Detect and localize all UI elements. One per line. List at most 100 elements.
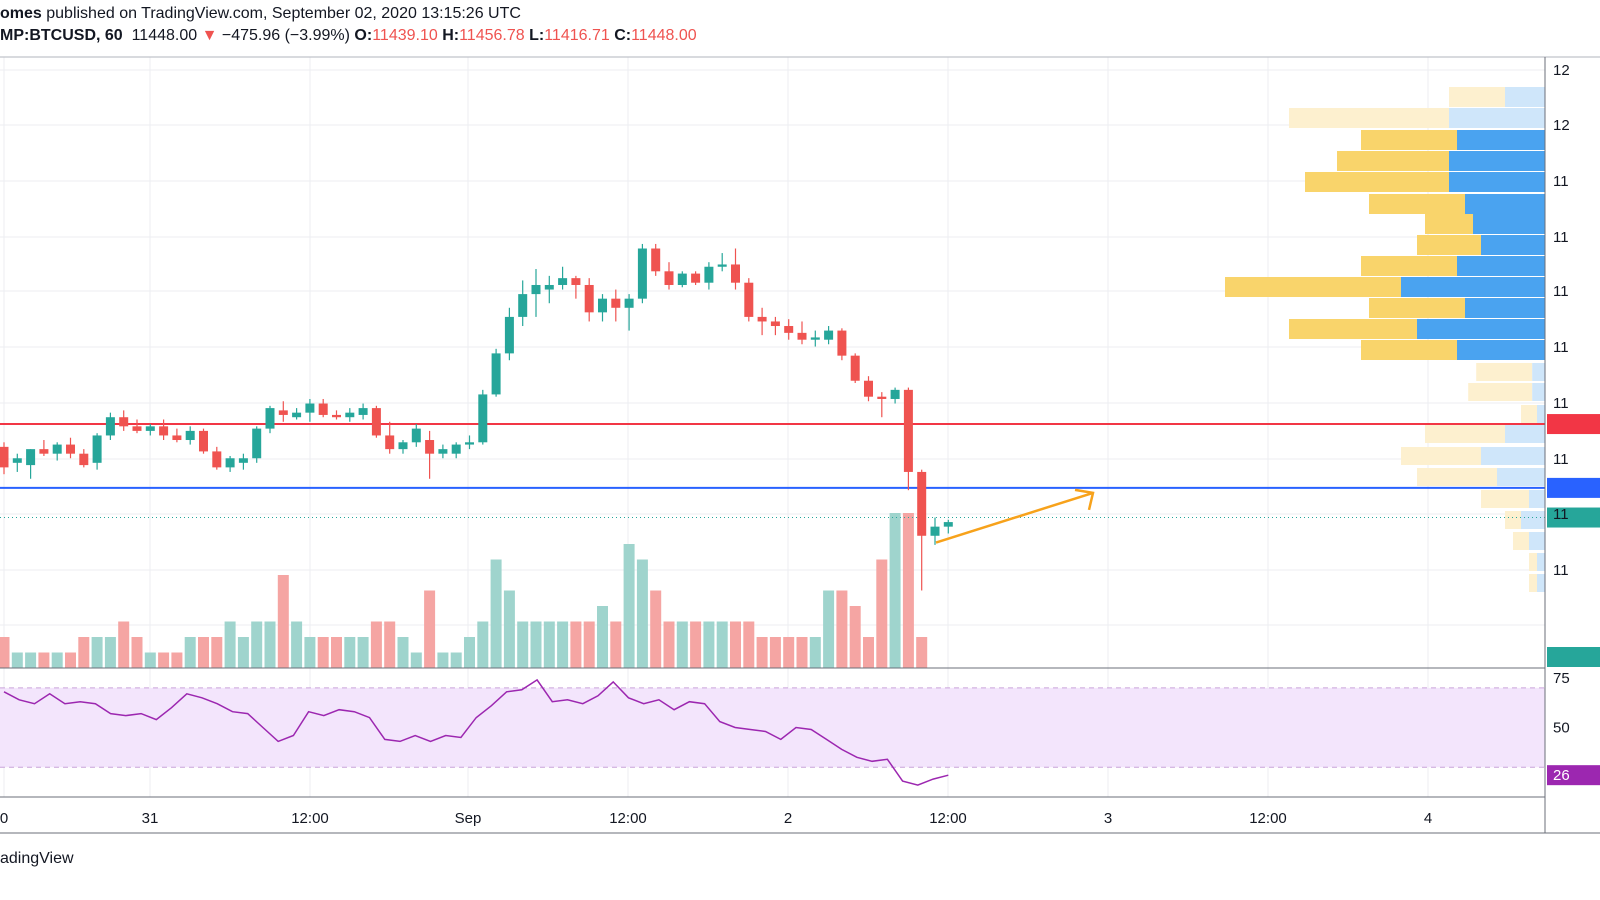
vp-sell-volume	[1337, 151, 1449, 171]
candle-body	[425, 440, 435, 454]
vp-sell-volume	[1521, 405, 1537, 423]
time-tick-label: Sep	[455, 810, 482, 827]
time-tick-label: 4	[1424, 810, 1432, 827]
volume-bar	[743, 621, 755, 668]
volume-bar	[11, 652, 23, 668]
candle-body	[105, 417, 115, 436]
candle-body	[584, 284, 594, 313]
price-tick-label: 12	[1553, 62, 1570, 79]
time-tick-label: 3	[1104, 810, 1112, 827]
volume-bar	[158, 652, 170, 668]
vp-sell-volume	[1225, 277, 1401, 297]
vp-buy-volume	[1457, 256, 1545, 276]
volume-bar	[543, 621, 555, 668]
axes: 0 31 12:00 Sep 12:00 2 12:00 3 12:00 4 12 12 11 11 11 1…	[0, 56, 1600, 834]
price-tick-label: 11	[1553, 506, 1569, 523]
volume-bar	[104, 637, 116, 668]
candle-body	[398, 442, 408, 450]
candle-body	[850, 355, 860, 381]
volume-bar	[25, 652, 37, 668]
resistance-price-tag	[1547, 414, 1600, 435]
tradingview-brand[interactable]: adingView	[0, 850, 74, 867]
time-tick-label: 12:00	[1249, 810, 1287, 827]
vp-buy-volume	[1481, 235, 1545, 255]
vp-sell-volume	[1361, 130, 1457, 150]
volume-bar	[437, 652, 449, 668]
volume-bar	[597, 606, 608, 668]
candle-body	[411, 428, 421, 443]
vp-buy-volume	[1449, 108, 1545, 128]
volume-bar	[623, 544, 635, 668]
volume-bar	[357, 637, 369, 668]
vp-buy-volume	[1505, 425, 1545, 443]
volume-bar	[464, 637, 475, 668]
candle-body	[52, 444, 62, 454]
volume-bar	[636, 559, 648, 668]
price-tick-label: 11	[1553, 173, 1569, 190]
volume-bar	[490, 559, 502, 668]
candle-body	[784, 326, 794, 333]
rsi-panel: 26	[0, 678, 1600, 786]
volume-bar	[331, 637, 342, 668]
volume-bar	[144, 652, 156, 668]
candle-body	[664, 271, 674, 285]
candle-body	[903, 389, 913, 472]
candle-body	[877, 396, 887, 399]
vp-sell-volume	[1401, 447, 1481, 465]
candle-body	[757, 316, 767, 322]
candle-body	[810, 337, 820, 340]
volume-bar	[264, 621, 276, 668]
candle-body	[744, 282, 754, 317]
candle-body	[704, 266, 714, 283]
vp-buy-volume	[1465, 194, 1545, 214]
volume-bar	[171, 652, 183, 668]
volume-bar	[91, 637, 103, 668]
volume-bar	[344, 637, 356, 668]
candle-body	[890, 389, 900, 399]
author-name[interactable]: omes	[0, 5, 42, 22]
candle-body	[185, 430, 195, 441]
candle-body	[465, 442, 474, 445]
volume-bar	[477, 621, 489, 668]
time-tick-label: 2	[784, 810, 792, 827]
high-label: H:	[442, 27, 460, 44]
candle-body	[518, 294, 528, 317]
candle-body	[930, 526, 940, 536]
vp-buy-volume	[1532, 383, 1545, 401]
candle-body	[199, 430, 208, 452]
candle-body	[332, 414, 341, 418]
vp-buy-volume	[1457, 340, 1545, 360]
candle-body	[598, 298, 607, 313]
volume-bar	[796, 637, 808, 668]
open-value: 11439.10	[372, 27, 438, 44]
vp-buy-volume	[1537, 553, 1545, 571]
volume-bar	[65, 652, 76, 668]
volume-profile	[1225, 87, 1545, 592]
rsi-tick-label: 50	[1553, 720, 1570, 737]
price-tick-label: 11	[1553, 395, 1569, 412]
current-price-tag	[1547, 507, 1600, 528]
volume-bar	[876, 559, 888, 668]
candlesticks[interactable]	[0, 243, 953, 591]
forecast-arrow	[935, 491, 1094, 544]
candle-body	[265, 408, 275, 429]
volume-bar	[650, 590, 662, 668]
time-tick-label: 0	[0, 810, 8, 827]
volume-bar	[131, 637, 143, 668]
volume-tag	[1547, 647, 1600, 667]
vp-sell-volume	[1513, 532, 1529, 550]
volume-bar	[291, 621, 303, 668]
rsi-line	[3, 678, 949, 786]
symbol-label[interactable]: MP:BTCUSD, 60	[0, 27, 123, 44]
vp-sell-volume	[1529, 574, 1537, 592]
candle-body	[292, 412, 302, 418]
candle-body	[39, 449, 49, 454]
candle-body	[212, 451, 222, 468]
vp-sell-volume	[1369, 298, 1465, 318]
rsi-value-label: 26	[1553, 767, 1570, 784]
candle-body	[451, 444, 461, 454]
volume-bar	[237, 637, 249, 668]
vp-buy-volume	[1473, 214, 1545, 234]
price-levels[interactable]	[0, 414, 1600, 667]
